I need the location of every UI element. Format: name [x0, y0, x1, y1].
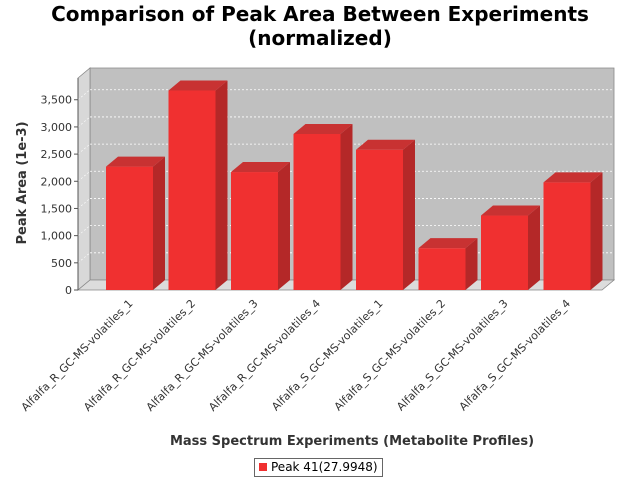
- bar-front: [356, 149, 403, 290]
- grid-line-side: [77, 252, 91, 264]
- legend-label: Peak 41(27.9948): [271, 460, 378, 474]
- x-tick-label: Alfalfa_R_GC-MS-volatiles_2: [81, 297, 198, 414]
- bar: [418, 238, 478, 290]
- y-tick-label: 3,000: [41, 121, 73, 134]
- x-tick-label: Alfalfa_S_GC-MS-volatiles_1: [269, 297, 385, 413]
- bar-front: [481, 215, 528, 290]
- bar: [356, 139, 415, 290]
- grid-line-side: [77, 116, 91, 128]
- grid-line-side: [77, 171, 91, 182]
- x-tick-label: Alfalfa_R_GC-MS-volatiles_3: [144, 297, 261, 414]
- bar-front: [231, 172, 278, 290]
- bars: [106, 80, 603, 290]
- x-tick-label: Alfalfa_R_GC-MS-volatiles_1: [19, 297, 136, 414]
- x-tick-label: Alfalfa_S_GC-MS-volatiles_4: [457, 297, 573, 413]
- bar: [543, 172, 603, 290]
- y-tick-label: 0: [65, 284, 72, 297]
- grid-line-side: [77, 198, 91, 209]
- x-tick-label: Alfalfa_S_GC-MS-volatiles_3: [394, 297, 510, 413]
- bar-side: [340, 123, 353, 290]
- bar-side: [465, 238, 478, 290]
- bar-front: [293, 133, 341, 290]
- x-tick-label: Alfalfa_S_GC-MS-volatiles_2: [332, 297, 448, 413]
- bar-front: [106, 166, 153, 290]
- bar-top: [168, 80, 228, 91]
- bar: [293, 123, 353, 290]
- bar: [481, 205, 540, 290]
- bar-side: [278, 162, 290, 290]
- bar-side: [590, 172, 603, 290]
- y-axis-label: Peak Area (1e-3): [15, 121, 30, 244]
- bar-top: [356, 139, 415, 150]
- y-tick-label: 500: [51, 257, 72, 270]
- bar-side: [528, 205, 540, 290]
- bar-front: [418, 248, 466, 290]
- bar: [106, 156, 165, 290]
- bar-top: [481, 205, 540, 216]
- y-tick-label: 3,500: [41, 94, 73, 107]
- x-axis: Alfalfa_R_GC-MS-volatiles_1Alfalfa_R_GC-…: [19, 297, 573, 414]
- bar: [231, 162, 290, 290]
- bar-side: [403, 139, 415, 290]
- bar-top: [106, 156, 165, 167]
- bar-top: [231, 162, 290, 173]
- bar-top: [293, 123, 353, 134]
- x-tick-label: Alfalfa_R_GC-MS-volatiles_4: [206, 297, 323, 414]
- y-tick-label: 1,500: [41, 202, 73, 215]
- y-tick-label: 2,000: [41, 175, 73, 188]
- bar-side: [153, 156, 165, 290]
- grid-line-side: [77, 225, 91, 236]
- grid-line-side: [77, 143, 91, 155]
- legend: Peak 41(27.9948): [254, 458, 383, 477]
- grid-line-side: [77, 89, 91, 100]
- chart-title: Comparison of Peak Area Between Experime…: [0, 2, 640, 50]
- chart-title-line-2: (normalized): [248, 26, 392, 50]
- chart-title-line-1: Comparison of Peak Area Between Experime…: [51, 2, 589, 26]
- bar: [168, 80, 228, 290]
- bar-top: [543, 172, 603, 183]
- bar-top: [418, 238, 478, 249]
- bar-front: [168, 90, 216, 290]
- y-axis: 0 500 1,000 1,500 2,000 2,500 3,000 3,500: [41, 78, 79, 297]
- legend-swatch: [259, 463, 267, 471]
- bar-side: [215, 80, 228, 290]
- bar-front: [543, 182, 591, 290]
- y-tick-label: 2,500: [41, 148, 73, 161]
- plot-side-wall: [77, 67, 91, 291]
- x-axis-label: Mass Spectrum Experiments (Metabolite Pr…: [170, 434, 534, 449]
- y-tick-label: 1,000: [41, 230, 73, 243]
